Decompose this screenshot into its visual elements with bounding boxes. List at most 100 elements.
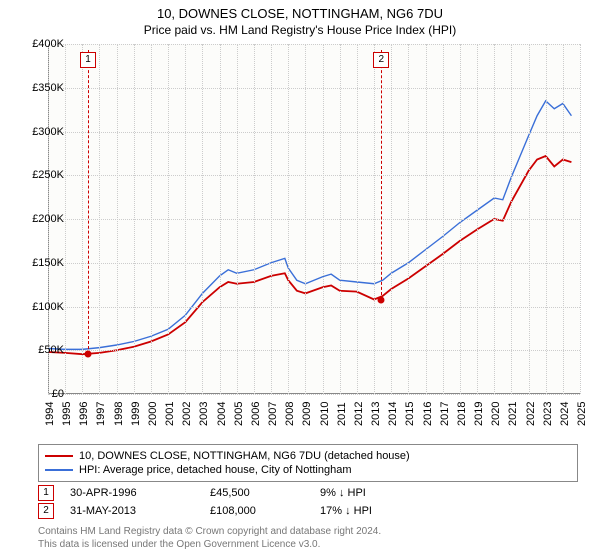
legend: 10, DOWNES CLOSE, NOTTINGHAM, NG6 7DU (d…	[38, 444, 578, 482]
gridline-v	[323, 44, 324, 394]
gridline-v	[460, 44, 461, 394]
legend-swatch	[45, 469, 73, 471]
attribution-footer: Contains HM Land Registry data © Crown c…	[38, 526, 578, 551]
event-delta: 17% ↓ HPI	[320, 505, 410, 517]
gridline-v	[546, 44, 547, 394]
gridline-v	[134, 44, 135, 394]
event-line	[381, 50, 382, 300]
x-tick-label: 2002	[181, 402, 193, 426]
gridline-v	[220, 44, 221, 394]
x-tick-label: 2019	[473, 402, 485, 426]
event-marker-icon: 2	[373, 52, 389, 68]
footer-line: This data is licensed under the Open Gov…	[38, 539, 578, 552]
event-price: £108,000	[210, 505, 320, 517]
gridline-h	[48, 44, 580, 45]
x-tick-label: 2022	[525, 402, 537, 426]
x-tick-label: 1997	[95, 402, 107, 426]
gridline-v	[340, 44, 341, 394]
gridline-v	[408, 44, 409, 394]
gridline-h	[48, 132, 580, 133]
x-tick-label: 1996	[78, 402, 90, 426]
gridline-v	[117, 44, 118, 394]
legend-item: 10, DOWNES CLOSE, NOTTINGHAM, NG6 7DU (d…	[45, 449, 571, 463]
event-table: 1 30-APR-1996 £45,500 9% ↓ HPI 2 31-MAY-…	[38, 484, 578, 520]
x-tick-label: 1995	[61, 402, 73, 426]
legend-swatch	[45, 455, 73, 457]
chart-subtitle: Price paid vs. HM Land Registry's House …	[0, 23, 600, 37]
y-tick-label: £250K	[20, 169, 64, 181]
y-tick-label: £100K	[20, 301, 64, 313]
y-tick-label: £400K	[20, 38, 64, 50]
legend-label: HPI: Average price, detached house, City…	[79, 464, 352, 476]
gridline-v	[168, 44, 169, 394]
x-tick-label: 2020	[490, 402, 502, 426]
gridline-v	[477, 44, 478, 394]
x-tick-label: 2000	[147, 402, 159, 426]
gridline-h	[48, 175, 580, 176]
event-price: £45,500	[210, 487, 320, 499]
event-date: 31-MAY-2013	[70, 505, 210, 517]
x-tick-label: 2005	[233, 402, 245, 426]
event-marker-icon: 1	[80, 52, 96, 68]
x-tick-label: 2008	[284, 402, 296, 426]
gridline-h	[48, 88, 580, 89]
x-tick-label: 1999	[130, 402, 142, 426]
gridline-h	[48, 219, 580, 220]
x-tick-label: 2010	[319, 402, 331, 426]
title-block: 10, DOWNES CLOSE, NOTTINGHAM, NG6 7DU Pr…	[0, 0, 600, 37]
x-tick-label: 2009	[301, 402, 313, 426]
x-tick-label: 2013	[370, 402, 382, 426]
event-dot	[378, 296, 385, 303]
x-tick-label: 2007	[267, 402, 279, 426]
gridline-v	[374, 44, 375, 394]
x-tick-label: 2003	[198, 402, 210, 426]
gridline-h	[48, 307, 580, 308]
event-line	[88, 50, 89, 354]
x-tick-label: 2023	[542, 402, 554, 426]
event-dot	[84, 351, 91, 358]
gridline-v	[254, 44, 255, 394]
x-tick-label: 2016	[422, 402, 434, 426]
gridline-v	[580, 44, 581, 394]
gridline-v	[511, 44, 512, 394]
gridline-v	[151, 44, 152, 394]
chart-container: 10, DOWNES CLOSE, NOTTINGHAM, NG6 7DU Pr…	[0, 0, 600, 560]
y-tick-label: £50K	[20, 344, 64, 356]
gridline-v	[237, 44, 238, 394]
event-marker-icon: 2	[38, 503, 54, 519]
y-tick-label: £300K	[20, 126, 64, 138]
gridline-v	[99, 44, 100, 394]
event-delta: 9% ↓ HPI	[320, 487, 410, 499]
gridline-v	[529, 44, 530, 394]
gridline-h	[48, 263, 580, 264]
y-tick-label: £350K	[20, 82, 64, 94]
x-tick-label: 2015	[404, 402, 416, 426]
plot-area: 12	[48, 44, 580, 394]
x-tick-label: 2011	[336, 402, 348, 426]
event-date: 30-APR-1996	[70, 487, 210, 499]
gridline-v	[65, 44, 66, 394]
gridline-v	[202, 44, 203, 394]
gridline-v	[357, 44, 358, 394]
x-tick-label: 2006	[250, 402, 262, 426]
event-row: 2 31-MAY-2013 £108,000 17% ↓ HPI	[38, 502, 578, 520]
legend-label: 10, DOWNES CLOSE, NOTTINGHAM, NG6 7DU (d…	[79, 450, 410, 462]
x-tick-label: 2018	[456, 402, 468, 426]
chart-title: 10, DOWNES CLOSE, NOTTINGHAM, NG6 7DU	[0, 6, 600, 21]
x-tick-label: 2025	[576, 402, 588, 426]
gridline-v	[426, 44, 427, 394]
gridline-h	[48, 394, 580, 395]
x-tick-label: 2004	[216, 402, 228, 426]
legend-item: HPI: Average price, detached house, City…	[45, 463, 571, 477]
gridline-v	[82, 44, 83, 394]
event-row: 1 30-APR-1996 £45,500 9% ↓ HPI	[38, 484, 578, 502]
gridline-v	[494, 44, 495, 394]
x-tick-label: 1994	[44, 402, 56, 426]
y-tick-label: £200K	[20, 213, 64, 225]
x-tick-label: 2014	[387, 402, 399, 426]
x-tick-label: 1998	[113, 402, 125, 426]
gridline-v	[563, 44, 564, 394]
gridline-v	[305, 44, 306, 394]
y-tick-label: £150K	[20, 257, 64, 269]
event-marker-icon: 1	[38, 485, 54, 501]
